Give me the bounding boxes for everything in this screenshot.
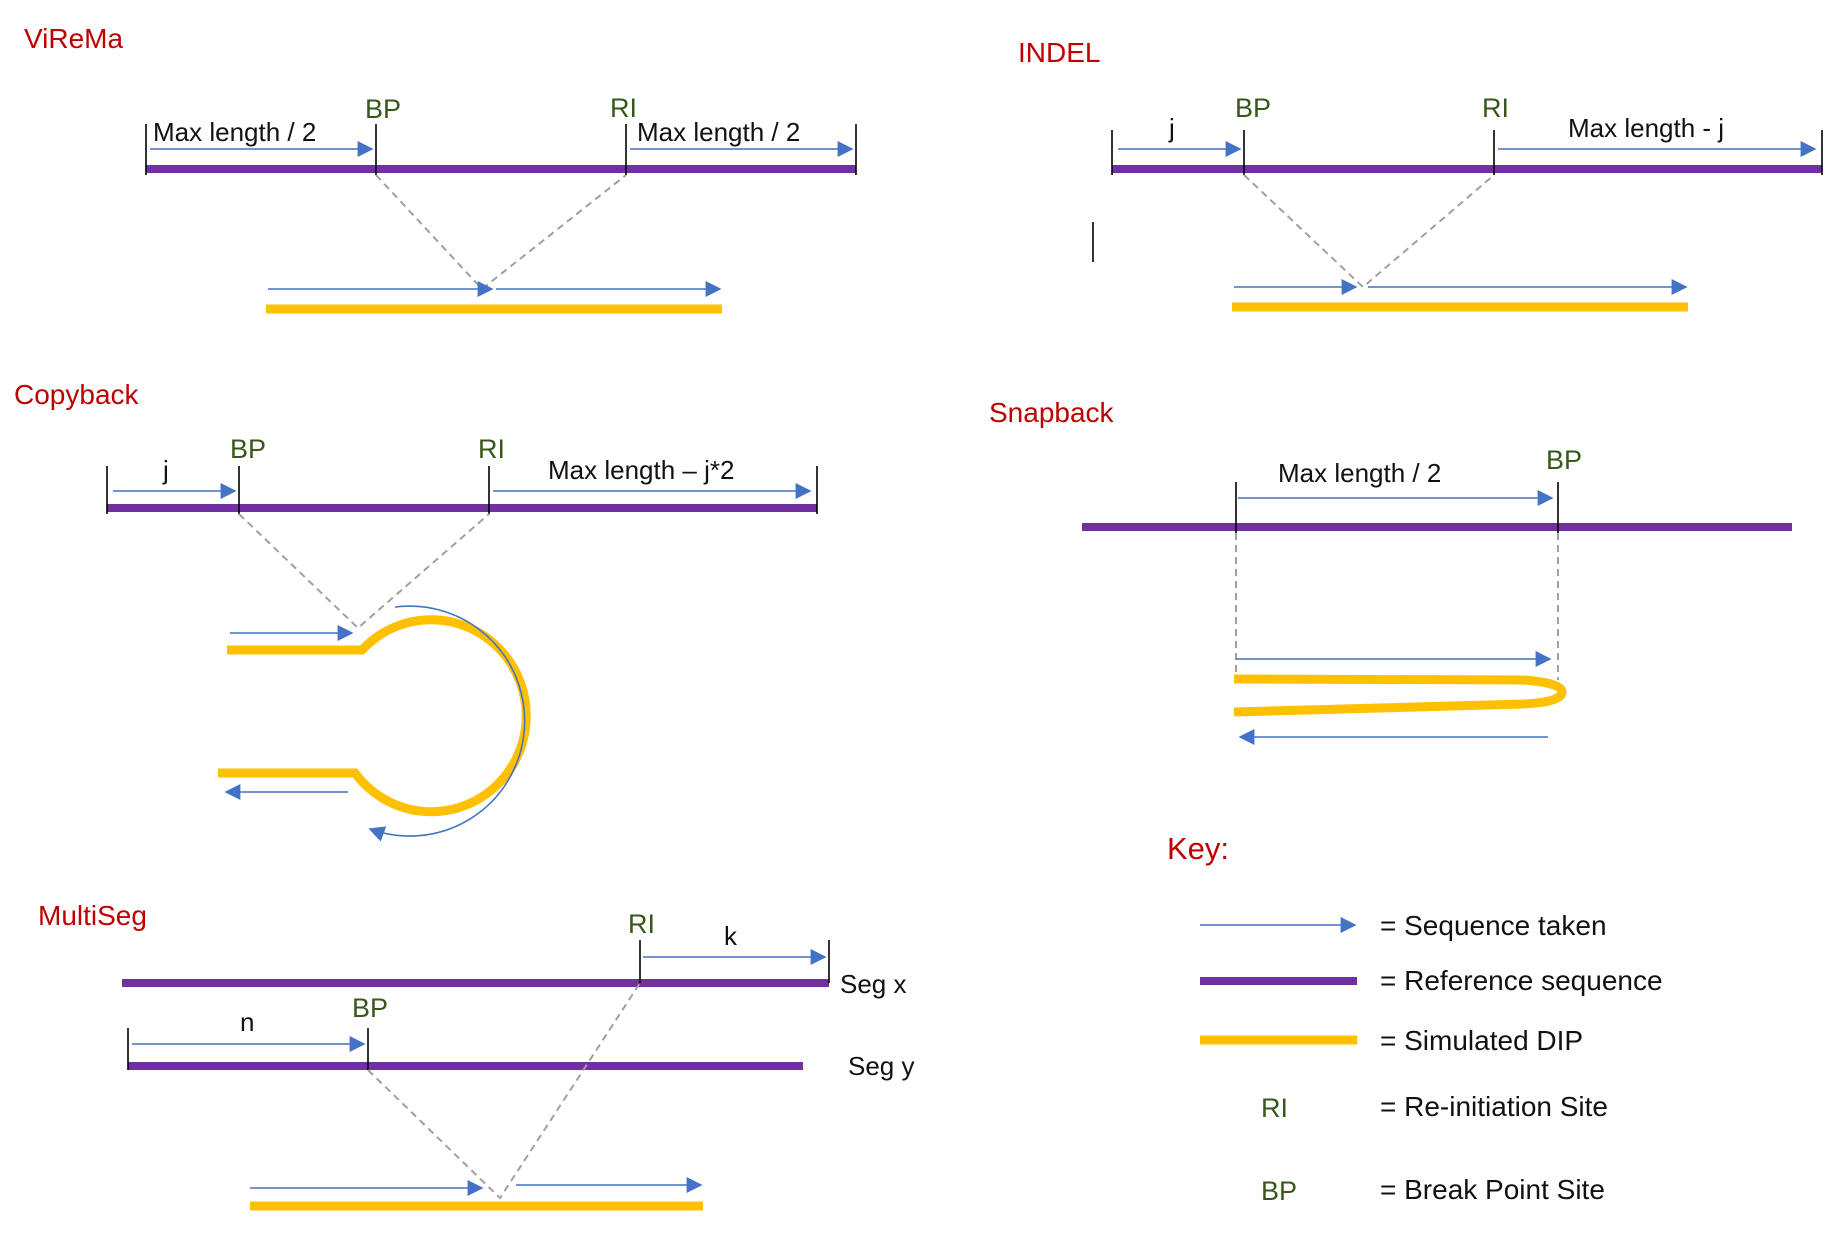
ri-label: RI	[610, 93, 637, 123]
left-length-label: j	[162, 455, 169, 485]
left-length-label: Max length / 2	[153, 117, 316, 147]
dashed-guide	[367, 982, 641, 1200]
panel-title: Copyback	[14, 379, 140, 410]
dashed-guide	[1243, 174, 1495, 289]
dashed-guide	[375, 174, 627, 291]
left-length-label: j	[1168, 113, 1175, 143]
right-length-label: Max length - j	[1568, 113, 1724, 143]
ri-label: RI	[478, 434, 505, 464]
seg-y-label: Seg y	[848, 1051, 915, 1081]
panel-snapback: Snapback Max length / 2 BP	[989, 397, 1792, 745]
key-bp-symbol: BP	[1261, 1176, 1297, 1206]
key-break-point-site: = Break Point Site	[1380, 1174, 1605, 1205]
key-simulated-dip: = Simulated DIP	[1380, 1025, 1583, 1056]
key-reinitiation-site: = Re-initiation Site	[1380, 1091, 1608, 1122]
panel-indel: INDEL j Max length - j BP RI	[1018, 37, 1823, 312]
seg-x-label: Seg x	[840, 969, 907, 999]
n-label: n	[240, 1007, 254, 1037]
bp-label: BP	[230, 434, 266, 464]
key-reference-sequence: = Reference sequence	[1380, 965, 1663, 996]
loop-sequence-arrow	[368, 605, 526, 842]
panel-title: Snapback	[989, 397, 1115, 428]
panel-title: MultiSeg	[38, 900, 147, 931]
right-length-label: Max length / 2	[637, 117, 800, 147]
panel-title: INDEL	[1018, 37, 1100, 68]
bp-label: BP	[352, 993, 388, 1023]
panel-virema: ViReMa Max length / 2 Max length / 2 BP …	[24, 23, 857, 314]
panel-copyback: Copyback j Max length – j*2 BP RI	[14, 379, 818, 842]
key-legend: Key: = Sequence taken = Reference sequen…	[1167, 831, 1663, 1206]
k-label: k	[724, 921, 738, 951]
right-length-label: Max length – j*2	[548, 455, 734, 485]
key-ri-symbol: RI	[1261, 1093, 1288, 1123]
simulated-dip-hairpin	[218, 615, 531, 817]
length-label: Max length / 2	[1278, 458, 1441, 488]
ri-label: RI	[628, 909, 655, 939]
key-title: Key:	[1167, 831, 1229, 866]
key-sequence-taken: = Sequence taken	[1380, 910, 1607, 941]
panel-title: ViReMa	[24, 23, 124, 54]
bp-label: BP	[1546, 445, 1582, 475]
dashed-guide	[238, 513, 490, 630]
panel-multiseg: MultiSeg k RI Seg x n BP Seg y	[38, 900, 915, 1211]
simulated-dip-snapback	[1233, 674, 1567, 717]
bp-label: BP	[1235, 93, 1271, 123]
bp-label: BP	[365, 94, 401, 124]
ri-label: RI	[1482, 93, 1509, 123]
